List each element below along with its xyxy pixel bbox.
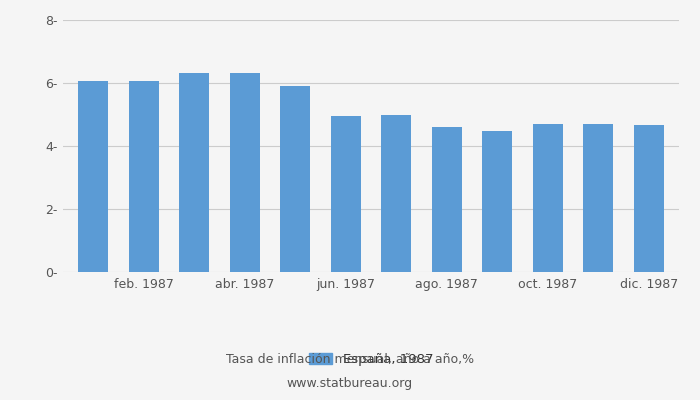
Bar xyxy=(230,73,260,272)
Text: Tasa de inflación mensual, año a año,%: Tasa de inflación mensual, año a año,% xyxy=(226,354,474,366)
Bar xyxy=(533,124,563,272)
Bar xyxy=(78,81,108,272)
Bar xyxy=(179,73,209,272)
Bar xyxy=(583,124,613,272)
Bar xyxy=(381,116,412,272)
Bar xyxy=(432,128,462,272)
Bar xyxy=(482,131,512,272)
Bar xyxy=(129,81,159,272)
Text: www.statbureau.org: www.statbureau.org xyxy=(287,378,413,390)
Legend: España, 1987: España, 1987 xyxy=(303,347,439,371)
Bar xyxy=(330,116,361,272)
Bar xyxy=(280,86,310,272)
Bar xyxy=(634,125,664,272)
